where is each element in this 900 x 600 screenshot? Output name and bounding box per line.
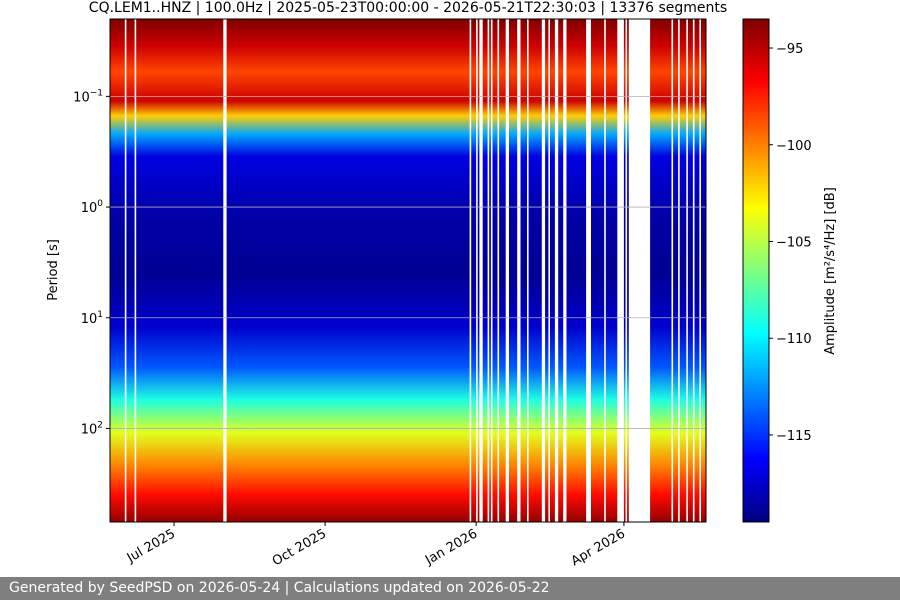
y-tick-label: 10−1 xyxy=(73,88,103,105)
data-gap xyxy=(541,19,546,522)
data-gap xyxy=(699,19,701,522)
x-tick-label: Oct 2025 xyxy=(270,526,329,569)
data-gap-group xyxy=(124,19,701,522)
y-axis-label: Period [s] xyxy=(46,239,61,301)
data-gap xyxy=(527,19,529,522)
data-gap xyxy=(686,19,688,522)
plot-area-frame xyxy=(109,18,707,523)
data-gap xyxy=(586,19,591,522)
chart-title: CQ.LEM1..HNZ | 100.0Hz | 2025-05-23T00:0… xyxy=(89,0,727,16)
data-gap xyxy=(134,19,137,522)
grid-lines xyxy=(110,95,706,429)
x-axis: Jul 2025 Oct 2025 Jan 2026 Apr 2026 xyxy=(124,522,628,569)
data-gap xyxy=(469,19,472,522)
data-gap xyxy=(678,19,680,522)
colorbar-tick-label: −110 xyxy=(776,332,812,347)
data-gap xyxy=(554,19,559,522)
data-gap xyxy=(505,19,509,522)
x-tick-label: Jul 2025 xyxy=(124,526,178,566)
colorbar-tick-label: −100 xyxy=(776,139,812,154)
data-gap xyxy=(692,19,695,522)
data-gap xyxy=(628,19,651,522)
y-tick-label: 102 xyxy=(81,420,103,437)
colorbar-tick-label: −95 xyxy=(776,42,803,57)
data-gap xyxy=(563,19,567,522)
data-gap xyxy=(517,19,521,522)
data-gap xyxy=(476,19,478,522)
x-tick-label: Jan 2026 xyxy=(422,526,480,568)
data-gap xyxy=(124,19,127,522)
colorbar-tick-label: −105 xyxy=(776,235,812,250)
data-gap xyxy=(617,19,624,522)
footer-bar: Generated by SeedPSD on 2026-05-24 | Cal… xyxy=(0,577,900,600)
colorbar-tick-label: −115 xyxy=(776,429,812,444)
spectrogram-heatmap xyxy=(110,19,706,522)
y-tick-label: 101 xyxy=(81,310,103,327)
y-tick-label: 100 xyxy=(81,199,104,216)
data-gap xyxy=(671,19,674,522)
data-gap xyxy=(487,19,490,522)
psd-spectrogram-chart: CQ.LEM1..HNZ | 100.0Hz | 2025-05-23T00:0… xyxy=(46,0,838,569)
footer-text: Generated by SeedPSD on 2026-05-24 | Cal… xyxy=(9,580,550,596)
colorbar-axis: −95 −100 −105 −110 −115 xyxy=(769,42,812,444)
data-gap xyxy=(479,19,483,522)
data-gap xyxy=(497,19,500,522)
colorbar xyxy=(742,18,770,523)
data-gap xyxy=(548,19,550,522)
heatmap-amplitude-field xyxy=(110,19,706,522)
data-gap xyxy=(604,19,606,522)
colorbar-label: Amplitude [m²/s⁴/Hz] [dB] xyxy=(823,187,838,355)
y-axis: 10−1 100 101 102 xyxy=(73,88,110,437)
data-gap xyxy=(223,19,227,522)
data-gap xyxy=(625,19,628,522)
x-tick-label: Apr 2026 xyxy=(569,526,628,569)
data-gap xyxy=(490,19,493,522)
